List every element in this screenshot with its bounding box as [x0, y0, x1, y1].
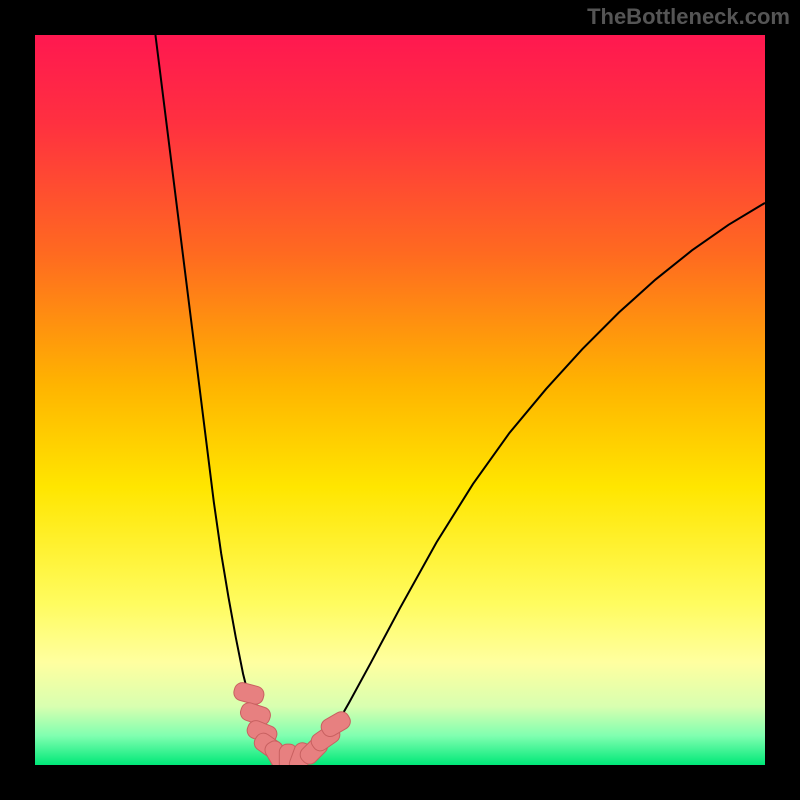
- bottleneck-chart-svg: [0, 0, 800, 800]
- plot-background: [35, 35, 765, 765]
- watermark-text: TheBottleneck.com: [587, 4, 790, 30]
- chart-canvas: TheBottleneck.com: [0, 0, 800, 800]
